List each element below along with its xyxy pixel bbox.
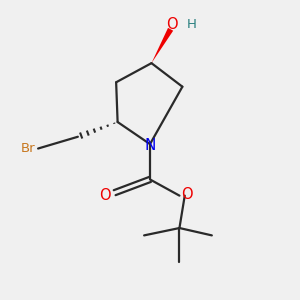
Text: O: O xyxy=(99,188,110,203)
Text: Br: Br xyxy=(20,142,35,155)
Text: O: O xyxy=(166,16,178,32)
Polygon shape xyxy=(152,28,173,63)
Text: H: H xyxy=(187,18,197,32)
Text: O: O xyxy=(181,187,193,202)
Text: N: N xyxy=(144,138,156,153)
